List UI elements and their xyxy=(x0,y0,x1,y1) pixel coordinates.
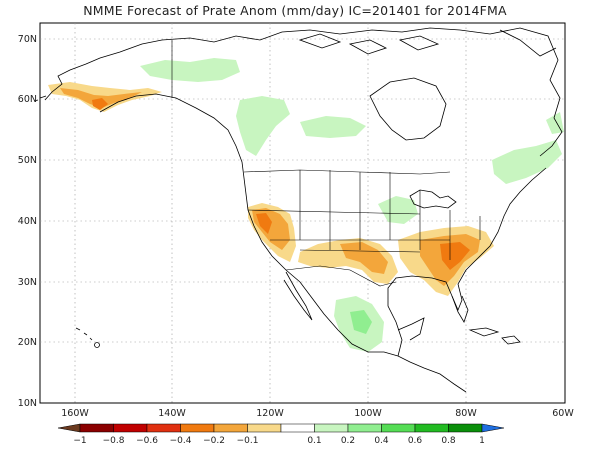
longitude-labels: 160W 140W 120W 100W 80W 60W xyxy=(61,408,574,419)
colorbar-label: 0.6 xyxy=(408,436,423,446)
canada-wet-1 xyxy=(140,58,240,82)
labrador-wet xyxy=(546,112,564,134)
colorbar-box xyxy=(280,423,315,433)
colorbar-label: −0.2 xyxy=(203,436,225,446)
colorbar-box xyxy=(347,423,382,433)
canada-wet-2 xyxy=(236,96,290,156)
plot-frame xyxy=(39,22,566,404)
grid-lines xyxy=(40,23,565,403)
lat-label-20n: 20N xyxy=(18,337,37,348)
lon-label-80w: 80W xyxy=(455,408,477,419)
colorbar-box xyxy=(213,423,248,433)
colorbar-label: 0.2 xyxy=(341,436,355,446)
lat-label-30n: 30N xyxy=(18,277,37,288)
lon-label-160w: 160W xyxy=(61,408,89,419)
lon-label-120w: 120W xyxy=(256,408,284,419)
southeast-dry-strong xyxy=(440,242,470,270)
colorbar-label: −0.1 xyxy=(237,436,259,446)
colorbar-box xyxy=(414,423,449,433)
lat-label-70n: 70N xyxy=(18,34,37,45)
alaska-dry-medium xyxy=(60,88,142,108)
lat-label-40n: 40N xyxy=(18,216,37,227)
anomaly-shading xyxy=(48,58,564,352)
colorbar-box xyxy=(146,423,181,433)
colorbar: −1 −0.8 −0.6 −0.4 −0.2 −0.1 0.1 0.2 0.4 0.6 0.8 1 xyxy=(57,423,505,446)
lat-label-50n: 50N xyxy=(18,155,37,166)
colorbar-box xyxy=(79,423,114,433)
alaska-dry-strong xyxy=(92,98,108,110)
mexico-wet-medium xyxy=(350,310,372,334)
colorbar-box xyxy=(113,423,148,433)
lat-label-60n: 60N xyxy=(18,94,37,105)
california-dry-strong xyxy=(256,213,272,234)
colorbar-box xyxy=(180,423,215,433)
southplains-dry-medium xyxy=(340,242,388,274)
map-title: NMME Forecast of Prate Anom (mm/day) IC=… xyxy=(83,3,507,18)
colorbar-label: −0.4 xyxy=(170,436,192,446)
lon-label-60w: 60W xyxy=(552,408,574,419)
colorbar-box xyxy=(314,423,349,433)
east-canada-wet xyxy=(492,140,562,184)
colorbar-right-triangle xyxy=(481,423,505,433)
canada-wet-3 xyxy=(300,116,366,138)
lon-label-140w: 140W xyxy=(158,408,186,419)
lon-label-100w: 100W xyxy=(354,408,382,419)
colorbar-label: 0.8 xyxy=(441,436,456,446)
northeast-wet xyxy=(378,196,418,224)
colorbar-label: −1 xyxy=(73,436,86,446)
colorbar-box xyxy=(381,423,416,433)
colorbar-box xyxy=(247,423,282,433)
latitude-labels: 70N 60N 50N 40N 30N 20N 10N xyxy=(18,34,37,409)
colorbar-label: 1 xyxy=(479,436,485,446)
political-borders xyxy=(171,40,481,287)
colorbar-label: 0.4 xyxy=(374,436,389,446)
colorbar-label: −0.8 xyxy=(103,436,125,446)
lat-label-10n: 10N xyxy=(18,398,37,409)
colorbar-label: −0.6 xyxy=(136,436,158,446)
colorbar-label: 0.1 xyxy=(307,436,321,446)
colorbar-box xyxy=(448,423,483,433)
colorbar-left-triangle xyxy=(57,423,81,433)
